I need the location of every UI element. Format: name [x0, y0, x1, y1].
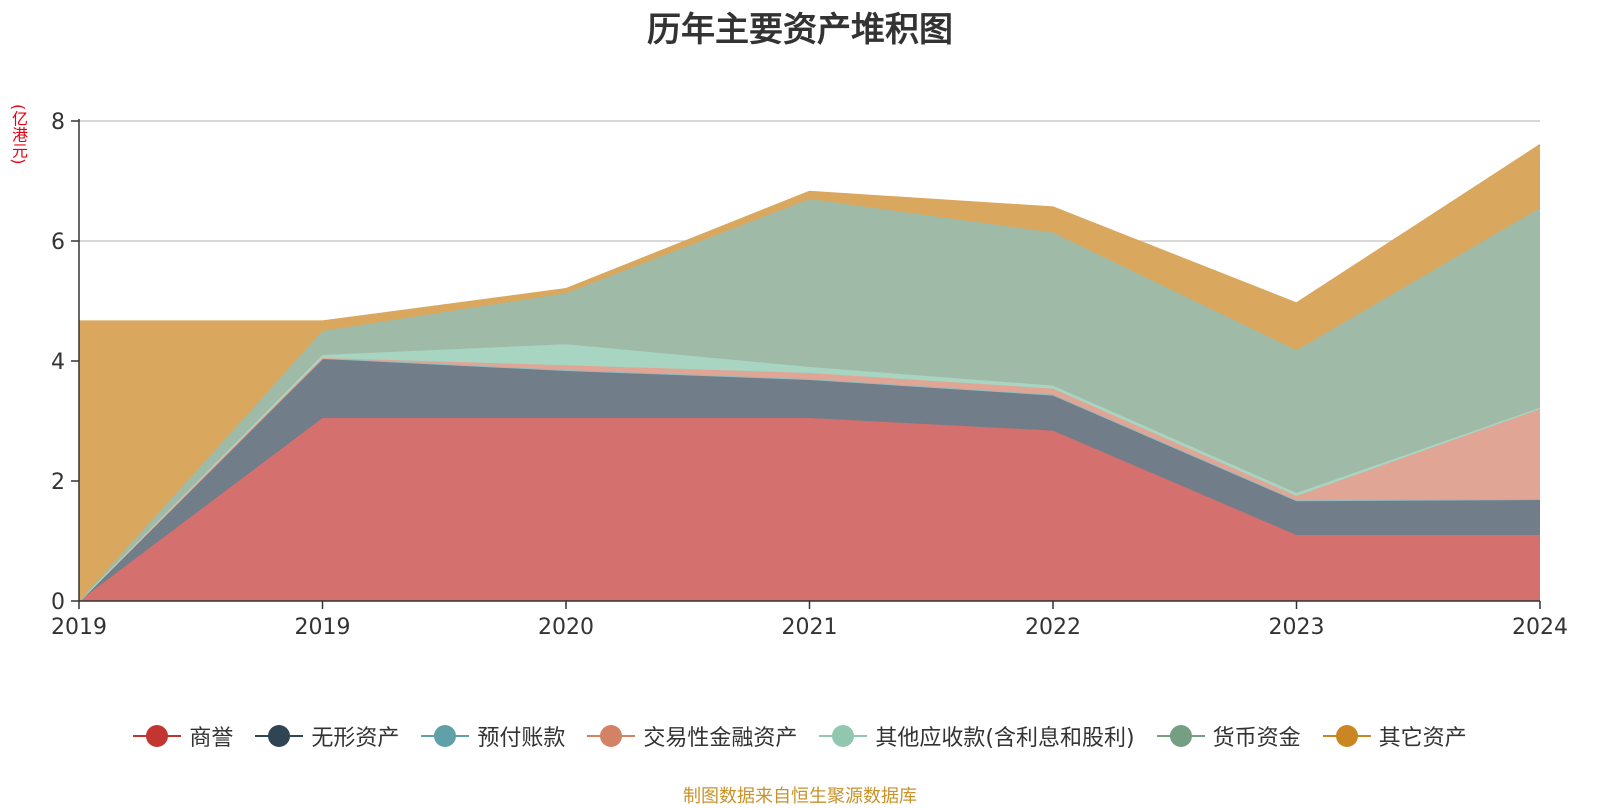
- area-series: [78, 144, 1541, 602]
- legend-label: 无形资产: [311, 726, 400, 751]
- y-tick-label: 2: [51, 470, 65, 495]
- axes: 0 2 4 6 8 2019 2019 2020 2021 2022 2023 2024: [51, 110, 1568, 640]
- y-tick-label: 0: [51, 590, 65, 615]
- x-tick-label: 2019: [51, 615, 107, 640]
- x-tick-label: 2019: [295, 615, 351, 640]
- area-series-6: [79, 145, 1540, 601]
- x-tick-label: 2021: [782, 615, 838, 640]
- x-tick-label: 2024: [1512, 615, 1568, 640]
- legend-label: 交易性金融资产: [643, 726, 798, 751]
- legend-label: 其它资产: [1378, 726, 1467, 751]
- area-edge-6: [79, 144, 1541, 323]
- legend-item-2[interactable]: 预付账款: [421, 720, 565, 752]
- legend-marker-icon: [587, 724, 636, 748]
- legend-label: 其他应收款(含利息和股利): [875, 726, 1135, 751]
- legend-label: 商誉: [189, 726, 234, 751]
- legend-item-0[interactable]: 商誉: [133, 720, 233, 752]
- legend-item-3[interactable]: 交易性金融资产: [587, 720, 797, 752]
- chart-title: 历年主要资产堆积图: [647, 10, 953, 50]
- legend-marker-icon: [1322, 724, 1371, 748]
- legend-item-6[interactable]: 其它资产: [1322, 720, 1467, 752]
- legend-marker-icon: [133, 724, 182, 748]
- y-tick-label: 4: [51, 350, 65, 375]
- legend-label: 预付账款: [477, 726, 566, 751]
- y-tick-label: 6: [51, 230, 65, 255]
- area-series-0: [79, 418, 1540, 601]
- legend-label: 货币资金: [1212, 726, 1301, 751]
- x-tick-label: 2020: [538, 615, 594, 640]
- legend-item-4[interactable]: 其他应收款(含利息和股利): [819, 720, 1135, 752]
- legend-marker-icon: [819, 724, 868, 748]
- area-series-5: [79, 199, 1540, 601]
- legend-marker-icon: [421, 724, 470, 748]
- x-tick-label: 2022: [1025, 615, 1081, 640]
- source-note: 制图数据来自恒生聚源数据库: [683, 786, 917, 807]
- legend-item-5[interactable]: 货币资金: [1156, 720, 1301, 752]
- y-tick-label: 8: [51, 110, 65, 135]
- legend-marker-icon: [255, 724, 304, 748]
- legend: 商誉 无形资产 预付账款 交易性金融资产 其他应收款(含利息和股利) 货币资金 其它资产: [0, 720, 1600, 752]
- x-tick-label: 2023: [1269, 615, 1325, 640]
- legend-marker-icon: [1156, 724, 1205, 748]
- y-axis-unit: (亿港元): [9, 104, 28, 165]
- legend-item-1[interactable]: 无形资产: [255, 720, 399, 752]
